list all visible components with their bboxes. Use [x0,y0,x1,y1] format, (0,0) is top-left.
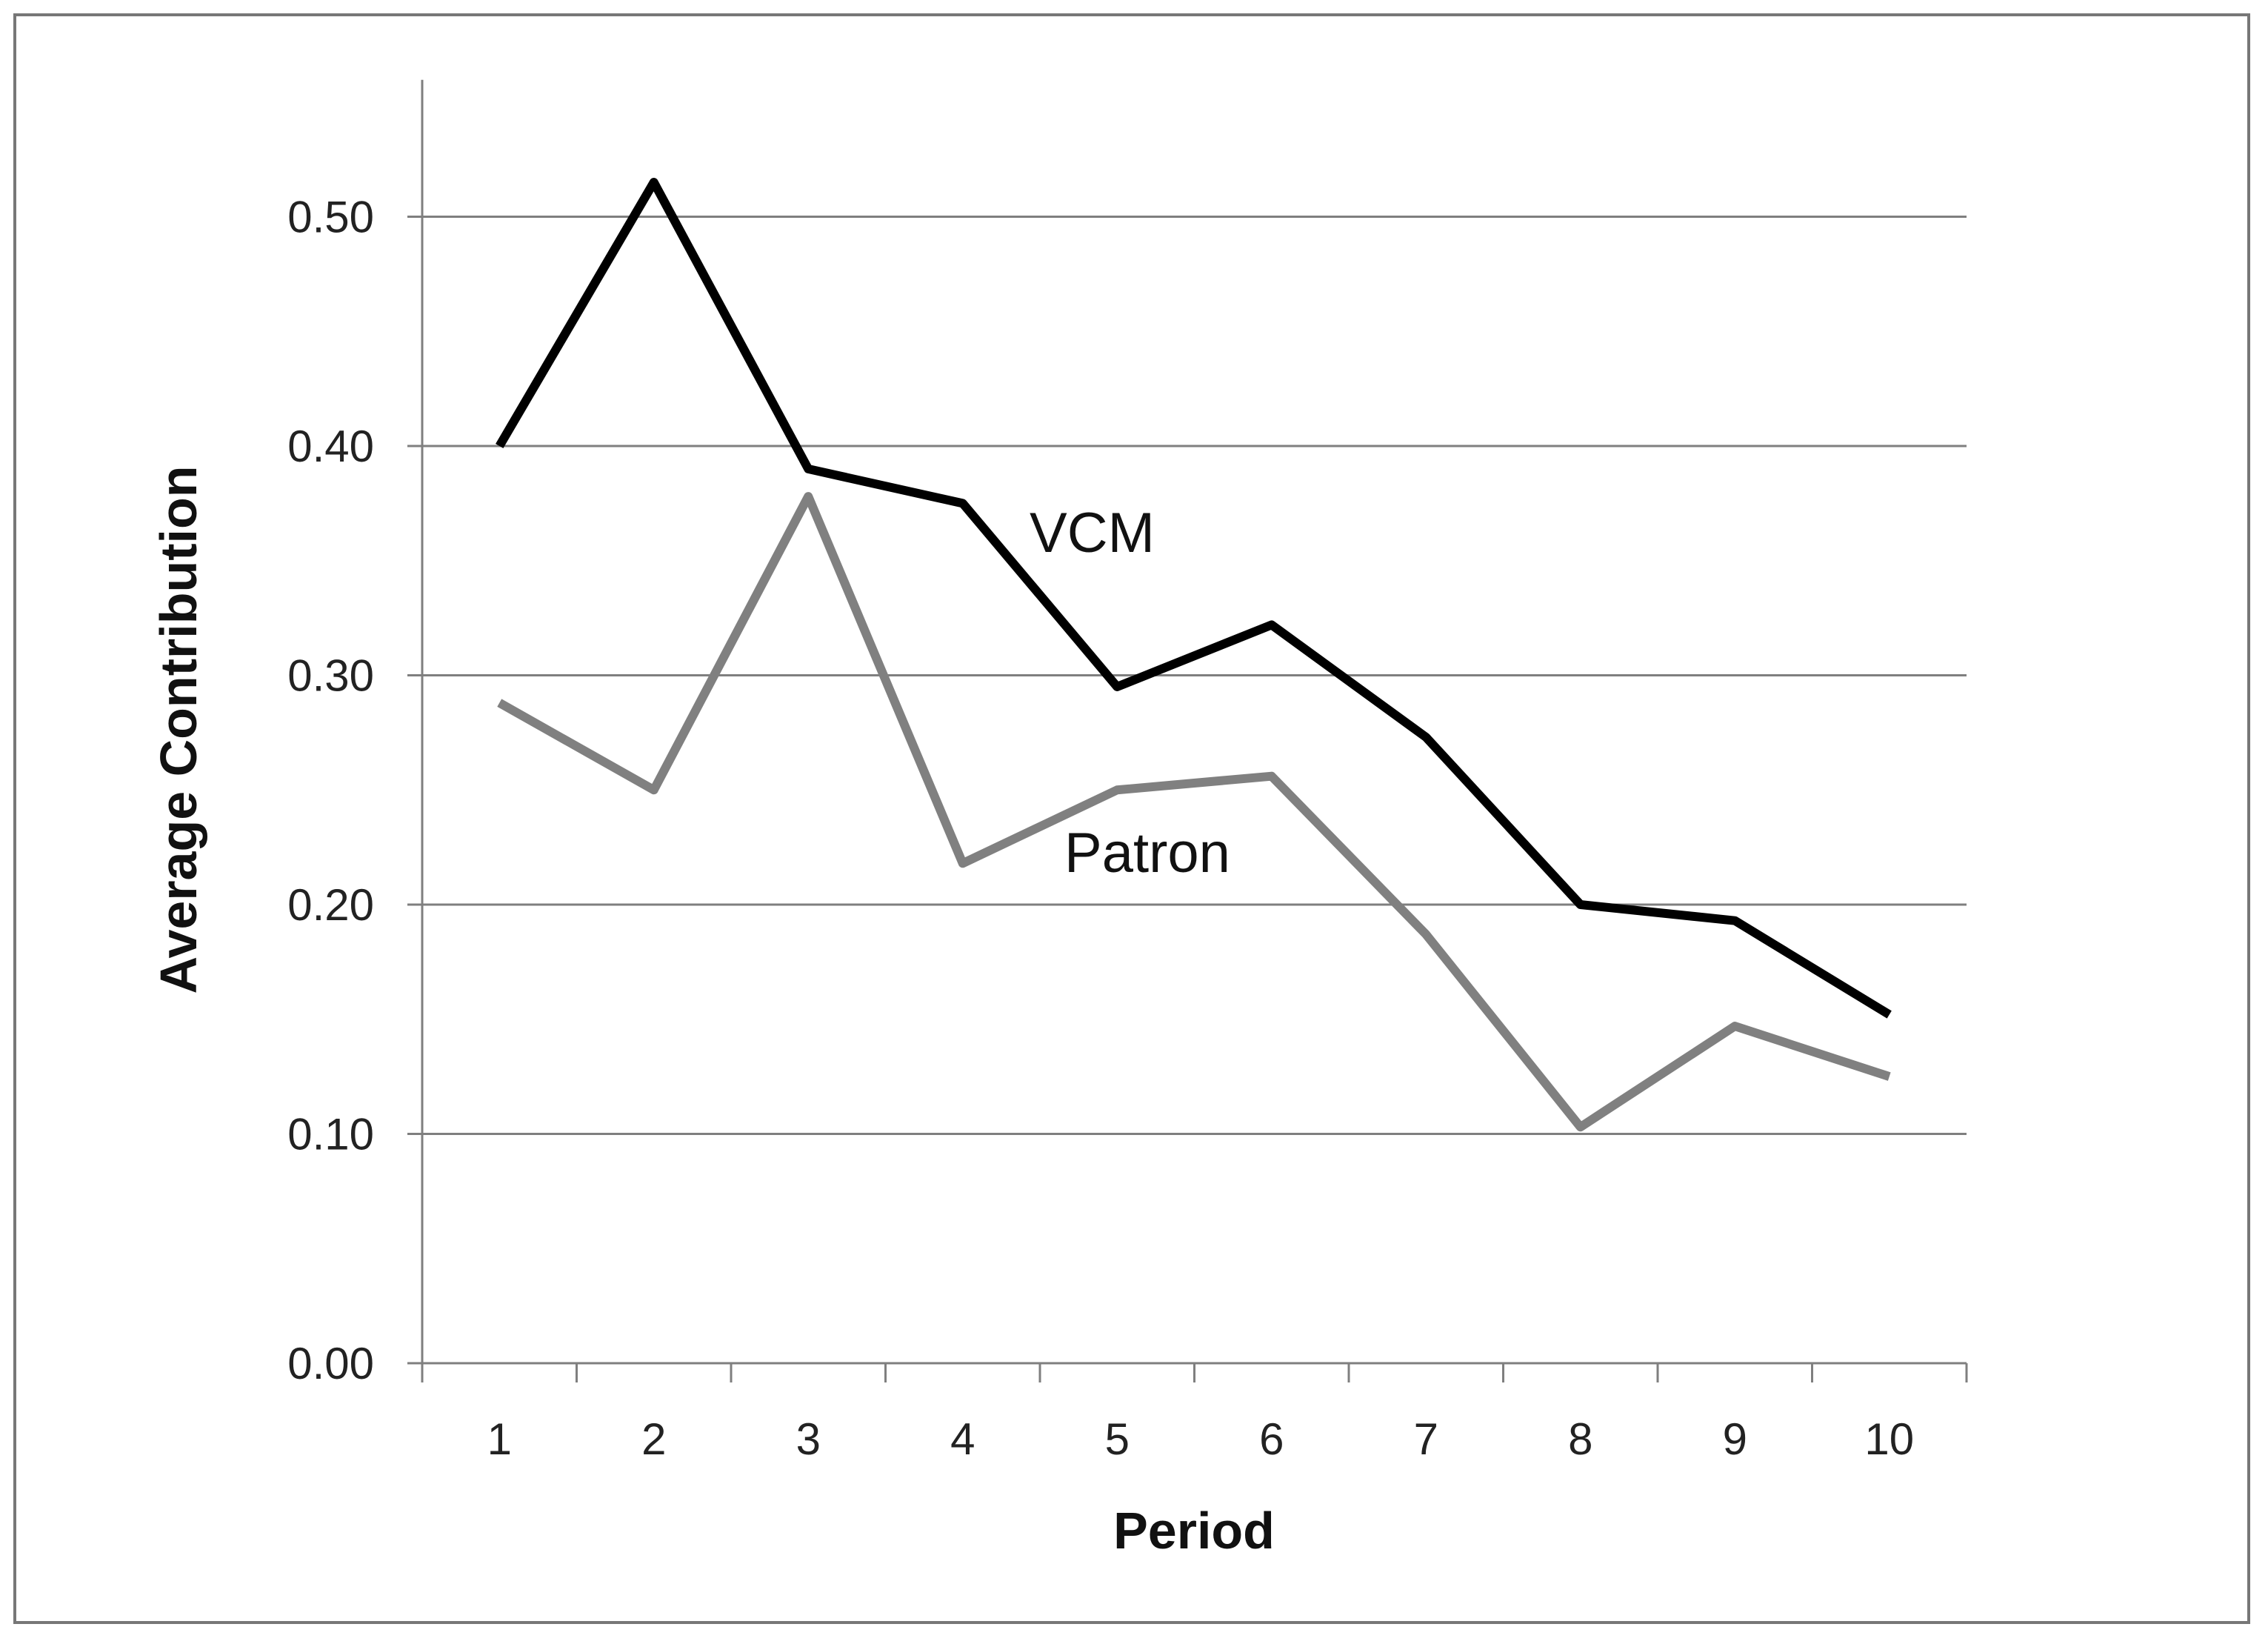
x-tick-label: 7 [1414,1414,1438,1464]
x-tick-label: 3 [796,1414,821,1464]
y-tick-label: 0.40 [287,422,374,471]
y-tick-label: 0.30 [287,651,374,701]
y-tick-labels: 0.00 0.10 0.20 0.30 0.40 0.50 [287,193,374,1389]
series-line-vcm [496,178,1892,1019]
series-labels: VCM Patron [1030,502,1230,885]
chart-frame [13,13,2250,1624]
y-tick-label: 0.50 [287,193,374,242]
x-tick-label: 5 [1105,1414,1130,1464]
x-tick-label: 2 [641,1414,666,1464]
x-tick-label: 1 [487,1414,512,1464]
y-tick-label: 0.20 [287,880,374,930]
series-label-patron: Patron [1064,822,1230,885]
y-tick-label: 0.10 [287,1110,374,1159]
series-lines [496,178,1892,1132]
y-tick-label: 0.00 [287,1339,374,1388]
x-tick-label: 8 [1568,1414,1592,1464]
x-tick-label: 6 [1259,1414,1284,1464]
x-axis-title: Period [1113,1502,1275,1560]
gridlines [422,216,1967,1135]
x-tick-labels: 1 2 3 4 5 6 7 8 9 10 [487,1414,1915,1464]
y-axis-title: Average Contribution [150,466,207,994]
x-tick-label: 10 [1864,1414,1914,1464]
x-tick-label: 4 [950,1414,975,1464]
x-tick-label: 9 [1723,1414,1747,1464]
axis-ticks [407,216,1968,1382]
axes [421,79,1967,1382]
series-line-patron [497,492,1891,1132]
series-label-vcm: VCM [1030,502,1155,565]
